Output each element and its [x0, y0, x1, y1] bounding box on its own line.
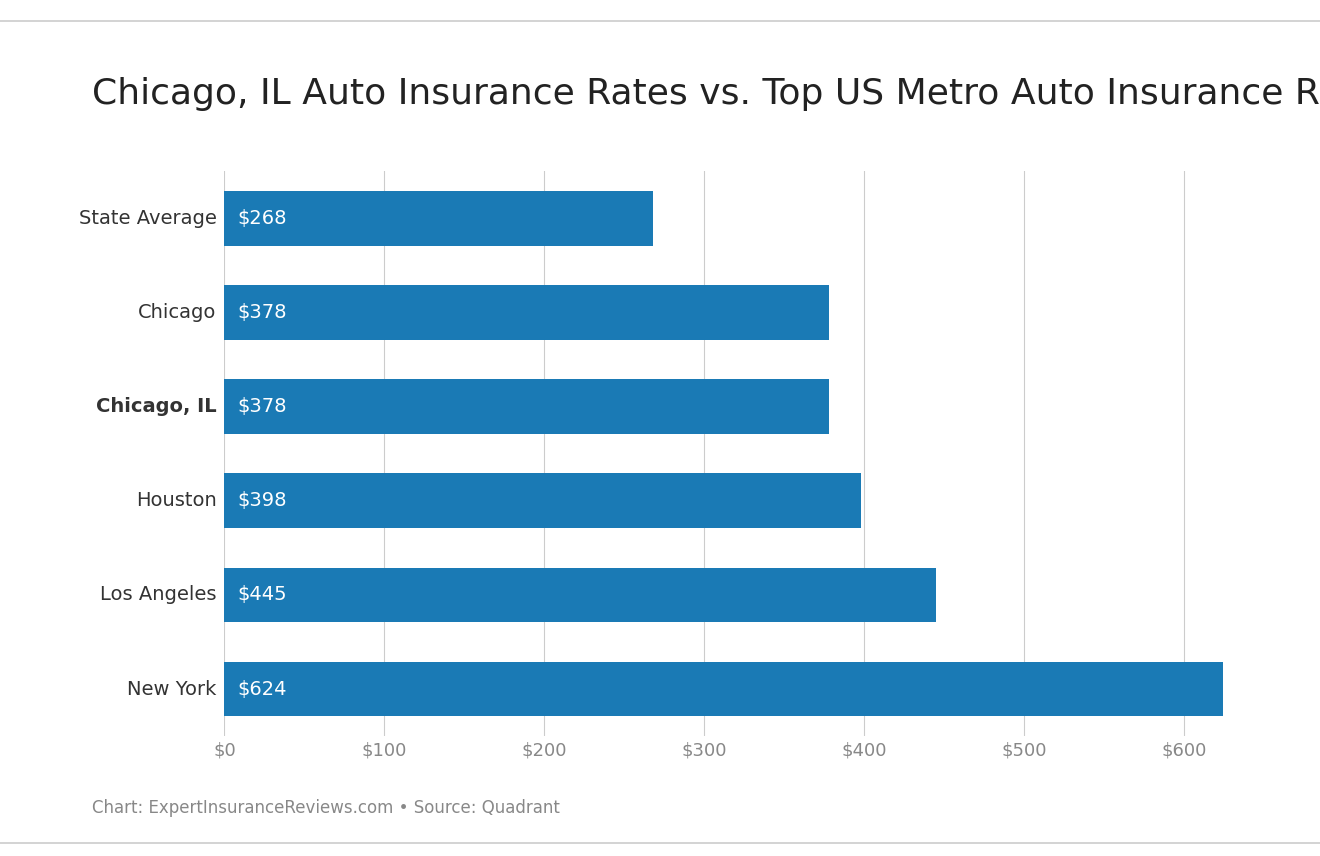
Text: $398: $398: [238, 491, 286, 510]
Bar: [224, 285, 829, 340]
Text: Houston: Houston: [136, 491, 216, 510]
Bar: [224, 379, 829, 434]
Text: Chicago, IL: Chicago, IL: [96, 397, 216, 416]
Text: $445: $445: [238, 586, 286, 604]
Bar: [224, 191, 653, 246]
Bar: [224, 568, 936, 622]
Text: $268: $268: [238, 209, 286, 228]
Text: Los Angeles: Los Angeles: [100, 586, 216, 604]
Bar: [224, 662, 1222, 716]
Bar: [224, 473, 861, 528]
Text: State Average: State Average: [78, 209, 216, 228]
Text: $378: $378: [238, 303, 286, 322]
Text: Chicago: Chicago: [139, 303, 216, 322]
Text: New York: New York: [127, 680, 216, 698]
Text: Chicago, IL Auto Insurance Rates vs. Top US Metro Auto Insurance Rates: Chicago, IL Auto Insurance Rates vs. Top…: [92, 77, 1320, 111]
Text: $624: $624: [238, 680, 286, 698]
Text: Chart: ExpertInsuranceReviews.com • Source: Quadrant: Chart: ExpertInsuranceReviews.com • Sour…: [92, 800, 560, 817]
Text: $378: $378: [238, 397, 286, 416]
